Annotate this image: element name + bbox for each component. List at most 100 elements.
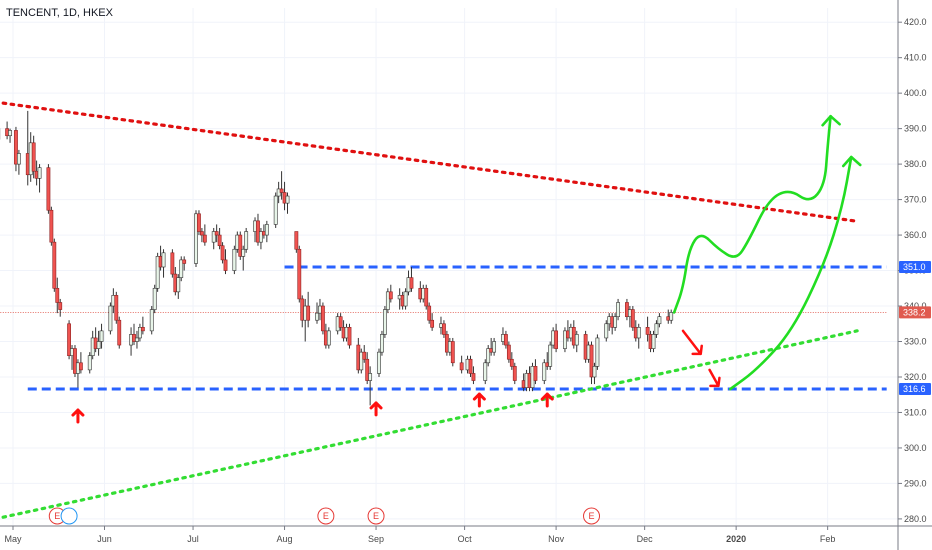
candle-up bbox=[315, 312, 319, 321]
red-up-arrow bbox=[540, 392, 554, 408]
green-projection-curve bbox=[728, 155, 853, 391]
candle-up bbox=[273, 195, 278, 225]
candle-up bbox=[96, 341, 101, 349]
candle-down bbox=[459, 362, 464, 371]
candle-up bbox=[108, 305, 113, 332]
candle-down bbox=[509, 358, 514, 367]
time-tick-label: Jul bbox=[187, 534, 199, 544]
candle-down bbox=[31, 142, 36, 172]
price-tick-label: 390.0 bbox=[904, 124, 927, 134]
candle-up bbox=[548, 344, 553, 367]
candle-down bbox=[140, 327, 145, 332]
earnings-event-icon bbox=[317, 507, 335, 525]
candle-up bbox=[99, 330, 104, 342]
candle-up bbox=[359, 351, 364, 371]
candle-up bbox=[595, 337, 600, 367]
candle-down bbox=[238, 234, 243, 257]
horizontal-levels bbox=[0, 265, 887, 391]
time-tick-label: Nov bbox=[548, 534, 565, 544]
candle-up bbox=[232, 248, 237, 271]
candle-down bbox=[294, 231, 299, 250]
candle-up bbox=[285, 195, 290, 204]
candle-up bbox=[636, 327, 641, 339]
price-tick-label: 370.0 bbox=[904, 195, 927, 205]
event-label: E bbox=[54, 511, 60, 521]
event-label: E bbox=[323, 511, 329, 521]
candle-down bbox=[388, 291, 393, 300]
candle-down bbox=[52, 241, 57, 289]
candle-up bbox=[483, 362, 488, 381]
candle-down bbox=[630, 309, 635, 328]
price-tag-label: 316.6 bbox=[903, 384, 926, 394]
candle-down bbox=[347, 327, 352, 346]
green-projection-curve bbox=[672, 114, 832, 314]
price-tick-label: 340.0 bbox=[904, 301, 927, 311]
candle-up bbox=[616, 302, 620, 317]
candle-down bbox=[46, 167, 51, 211]
candle-down bbox=[182, 259, 187, 264]
candle-up bbox=[380, 334, 384, 353]
candle-down bbox=[58, 302, 63, 310]
green-arrowhead bbox=[821, 114, 841, 127]
candle-down bbox=[55, 287, 60, 303]
candle-up bbox=[651, 334, 656, 349]
candle-down bbox=[589, 344, 594, 378]
candles bbox=[0, 110, 674, 406]
time-tick-label: Aug bbox=[277, 534, 293, 544]
candle-down bbox=[533, 366, 538, 381]
candle-down bbox=[365, 358, 370, 381]
candle-down bbox=[306, 305, 311, 321]
candle-down bbox=[197, 213, 201, 232]
candle-down bbox=[49, 209, 54, 243]
candle-down bbox=[279, 188, 284, 193]
price-tag bbox=[899, 306, 931, 319]
candle-down bbox=[512, 366, 517, 381]
candle-up bbox=[604, 323, 609, 339]
time-tick-label: Dec bbox=[637, 534, 654, 544]
candle-down bbox=[442, 323, 446, 335]
grid-lines bbox=[0, 8, 898, 526]
time-tick-label: Jun bbox=[97, 534, 112, 544]
price-axis[interactable]: 280.0290.0300.0310.0320.0330.0340.0350.0… bbox=[897, 0, 931, 550]
time-tick-label: Oct bbox=[458, 534, 473, 544]
candle-up bbox=[264, 224, 269, 236]
price-tick-label: 300.0 bbox=[904, 443, 927, 453]
candle-up bbox=[152, 287, 157, 310]
price-tick-label: 320.0 bbox=[904, 372, 927, 382]
candle-up bbox=[592, 366, 597, 378]
candle-up bbox=[486, 348, 491, 364]
candle-up bbox=[149, 309, 154, 332]
candle-down bbox=[220, 245, 225, 261]
price-tick-label: 420.0 bbox=[904, 17, 927, 27]
candle-down bbox=[424, 287, 429, 307]
candle-down bbox=[200, 231, 204, 236]
time-tick-label: Feb bbox=[820, 534, 836, 544]
time-axis[interactable]: May Jun Jul Aug Sep Oct Nov Dec 2020 Feb bbox=[0, 525, 932, 544]
candle-up bbox=[563, 330, 567, 349]
trendlines bbox=[0, 101, 859, 520]
candle-up bbox=[161, 252, 166, 268]
earnings-event-icon bbox=[60, 507, 78, 525]
price-tick-label: 280.0 bbox=[904, 514, 927, 524]
candle-up bbox=[385, 291, 390, 310]
candle-down bbox=[217, 234, 222, 247]
candle-down bbox=[202, 234, 207, 243]
candle-down bbox=[504, 334, 508, 346]
candle-up bbox=[403, 291, 408, 307]
price-tag bbox=[899, 383, 931, 396]
candle-up bbox=[138, 327, 142, 339]
price-tag bbox=[899, 261, 931, 273]
candle-up bbox=[654, 323, 659, 335]
price-tick-label: 310.0 bbox=[904, 407, 927, 417]
price-tick-label: 380.0 bbox=[904, 159, 927, 169]
price-tag-label: 351.0 bbox=[903, 262, 926, 272]
candle-up bbox=[326, 330, 331, 346]
candle-down bbox=[409, 277, 414, 289]
earnings-event-icon bbox=[583, 507, 601, 525]
hand-drawn-annotations bbox=[71, 114, 862, 424]
candle-down bbox=[14, 130, 18, 165]
candle-up bbox=[657, 316, 662, 325]
candle-down bbox=[450, 341, 455, 364]
